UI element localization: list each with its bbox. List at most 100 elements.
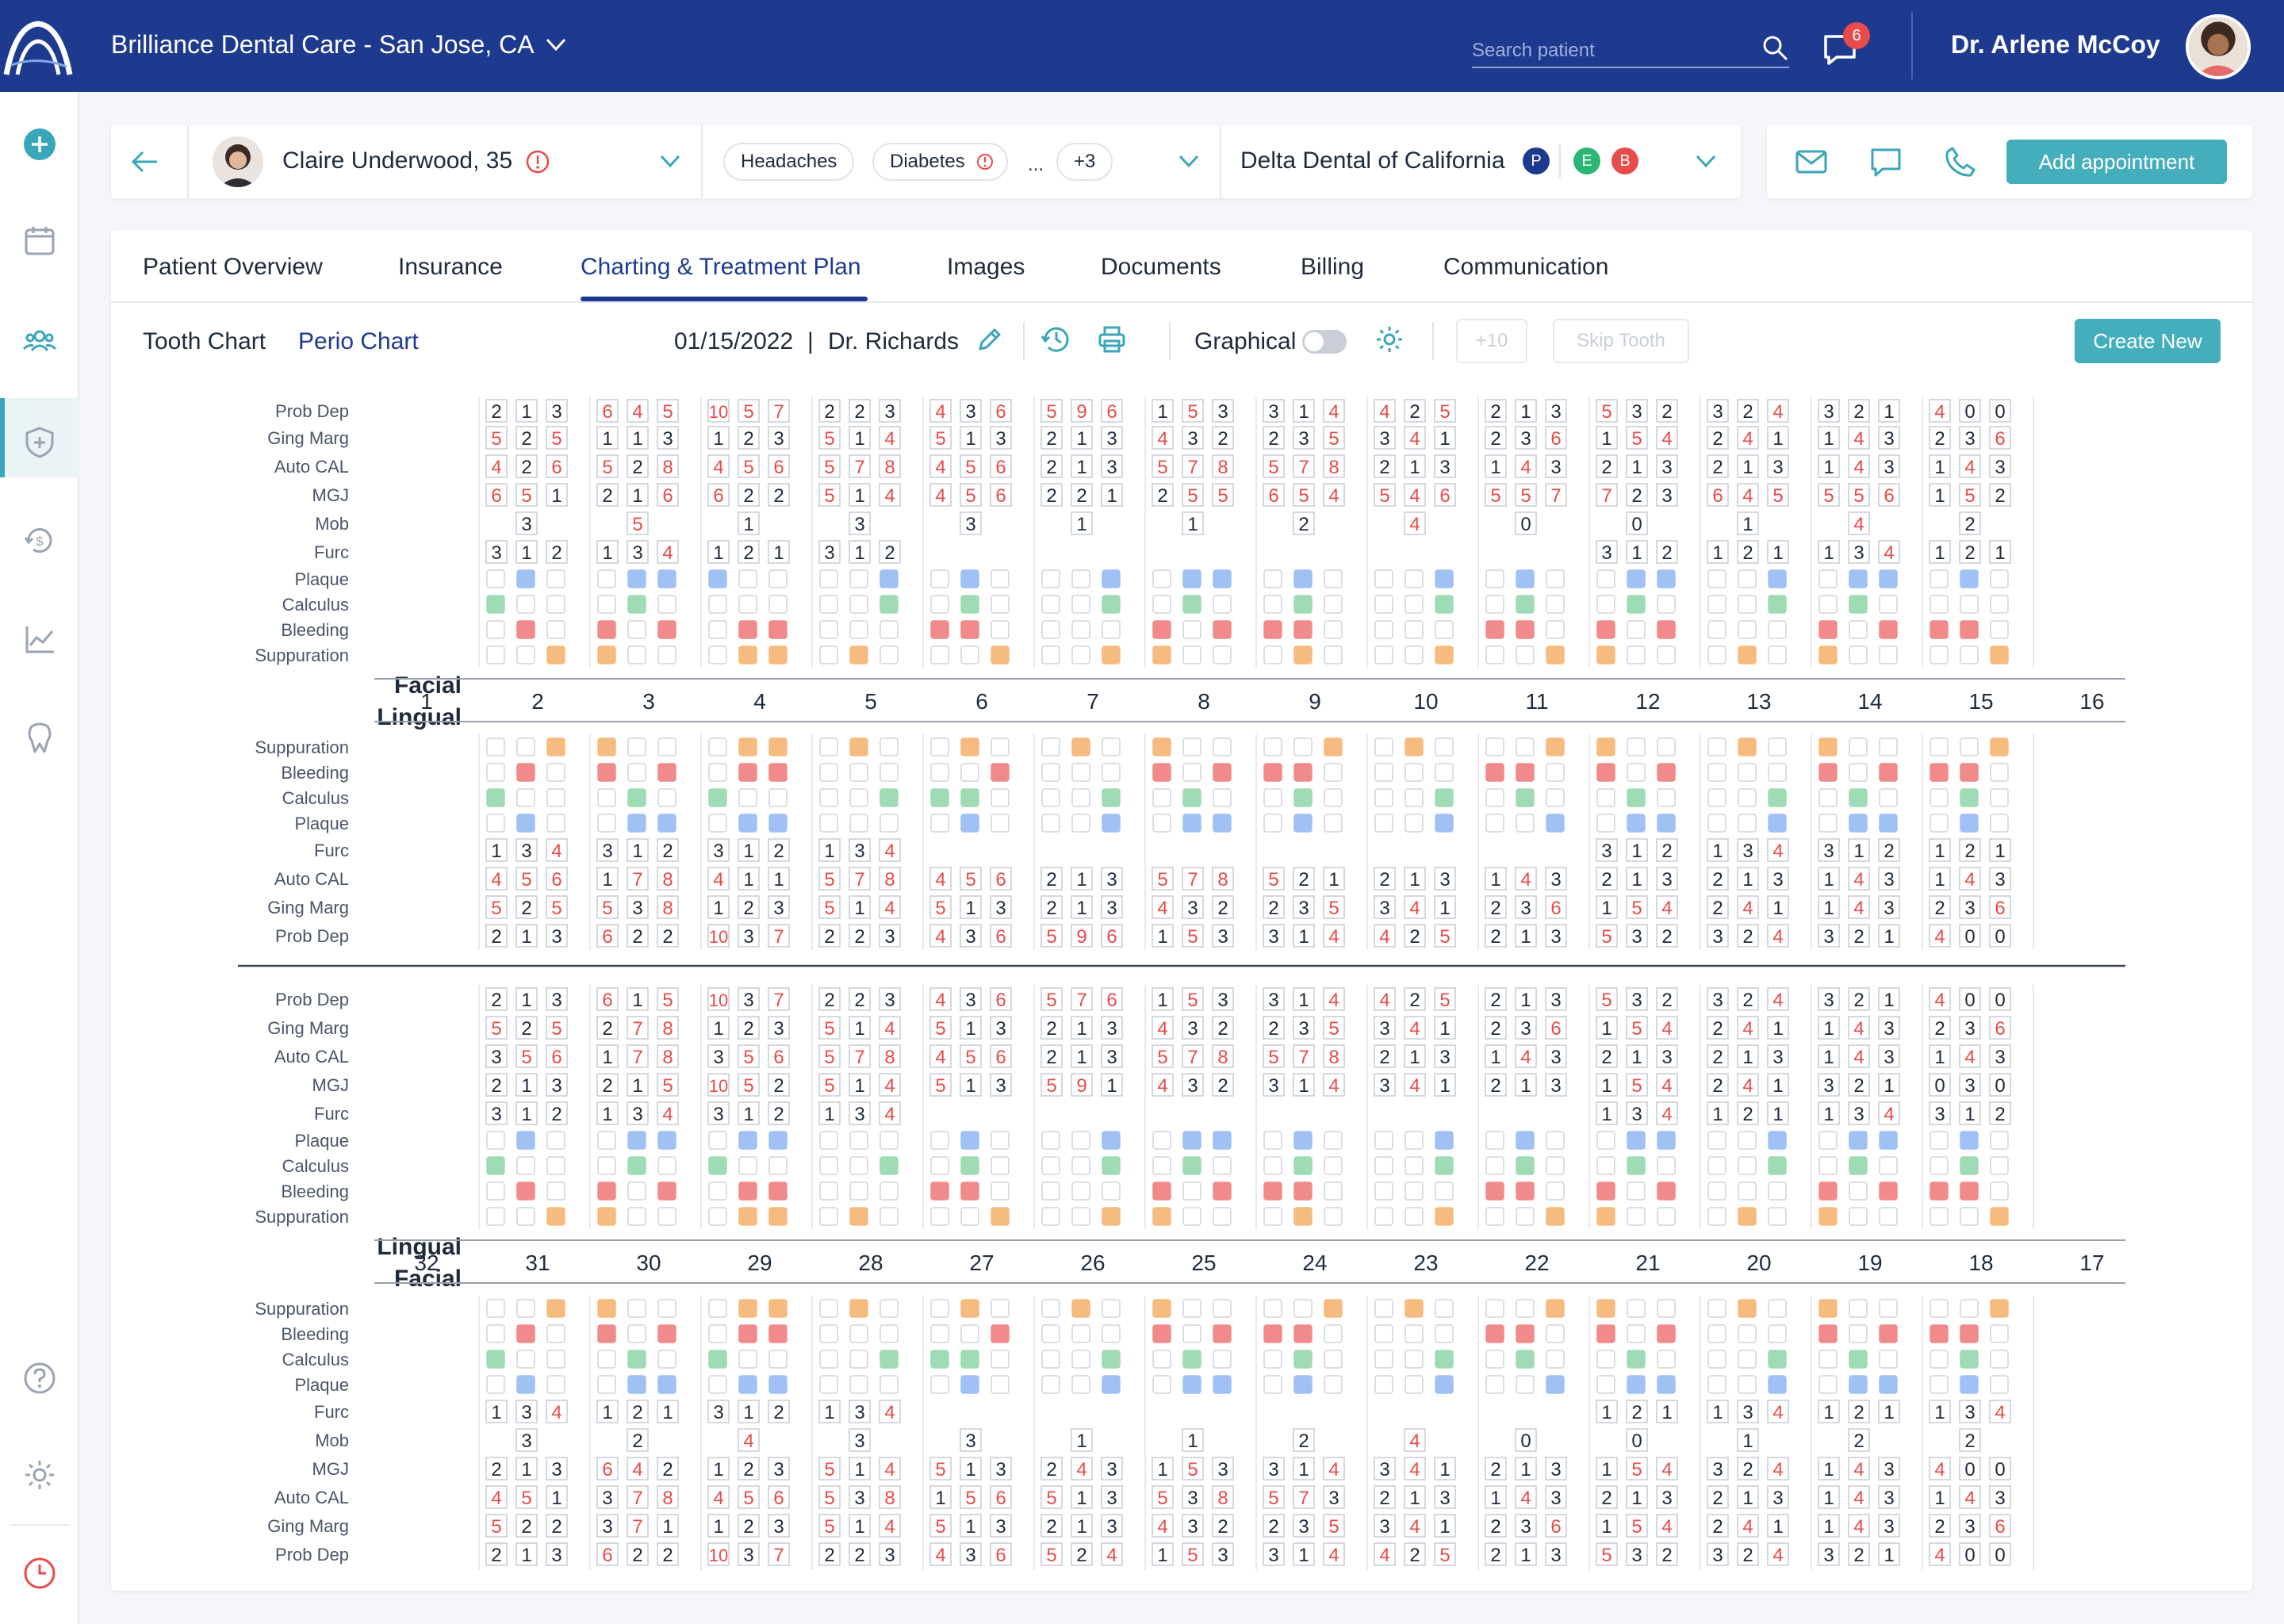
furc-cell-box[interactable] (1737, 838, 1759, 862)
furc-cell-box[interactable] (738, 1400, 760, 1423)
bleeding-indicator[interactable] (1657, 1182, 1676, 1201)
bleeding-indicator[interactable] (597, 620, 616, 639)
tab-communication[interactable]: Communication (1443, 254, 1609, 280)
calculus-indicator[interactable] (1405, 595, 1424, 614)
plaque-indicator[interactable] (627, 1375, 646, 1394)
prob-cell-box[interactable] (485, 987, 508, 1011)
mgj-cell-box[interactable] (627, 1457, 649, 1480)
bleeding-indicator[interactable] (486, 1182, 505, 1201)
prob-cell-box[interactable] (1071, 399, 1093, 423)
cal-cell-box[interactable] (879, 1044, 901, 1068)
suppuration-indicator[interactable] (1879, 1299, 1898, 1318)
plaque-indicator[interactable] (516, 1131, 535, 1150)
furc-cell-box[interactable] (1767, 838, 1789, 862)
cal-cell-box[interactable] (596, 867, 619, 891)
mgj-cell-box[interactable] (1293, 1457, 1315, 1480)
prob-cell-box[interactable] (657, 987, 679, 1011)
reports-chart-icon[interactable] (22, 622, 57, 657)
plaque-indicator[interactable] (1849, 1131, 1868, 1150)
furc-cell-box[interactable] (546, 540, 568, 564)
plaque-indicator[interactable] (1152, 1131, 1171, 1150)
prob-cell-box[interactable] (849, 399, 871, 423)
suppuration-indicator[interactable] (1263, 737, 1282, 756)
cal-cell-box[interactable] (1374, 1485, 1396, 1509)
mob-cell-box[interactable] (1737, 1428, 1759, 1452)
calculus-indicator[interactable] (1152, 1350, 1171, 1369)
plaque-indicator[interactable] (738, 814, 757, 833)
furc-cell-box[interactable] (738, 540, 760, 564)
suppuration-indicator[interactable] (657, 645, 676, 665)
tab-images[interactable]: Images (947, 254, 1025, 280)
plaque-indicator[interactable] (738, 1375, 757, 1394)
ging-cell-box[interactable] (1485, 426, 1507, 450)
furc-cell-box[interactable] (1818, 838, 1840, 862)
bleeding-indicator[interactable] (486, 1324, 505, 1343)
prob-cell-box[interactable] (818, 924, 841, 948)
mgj-cell-box[interactable] (1929, 1457, 1951, 1480)
suppuration-indicator[interactable] (1435, 645, 1454, 665)
tab-documents[interactable]: Documents (1101, 254, 1221, 280)
mgj-cell-box[interactable] (1545, 483, 1567, 507)
prob-cell-box[interactable] (1263, 924, 1285, 948)
plaque-indicator[interactable] (1596, 1375, 1615, 1394)
ging-cell-box[interactable] (1182, 895, 1204, 919)
cal-cell-box[interactable] (768, 454, 790, 478)
cal-cell-box[interactable] (1071, 867, 1093, 891)
mob-cell-box[interactable] (1071, 1428, 1093, 1452)
prob-cell-box[interactable] (1929, 987, 1951, 1011)
suppuration-indicator[interactable] (1627, 645, 1646, 665)
suppuration-indicator[interactable] (1627, 1207, 1646, 1226)
furc-cell-box[interactable] (1656, 540, 1678, 564)
suppuration-indicator[interactable] (1374, 1299, 1393, 1318)
prob-cell-box[interactable] (1848, 1542, 1870, 1566)
bleeding-indicator[interactable] (819, 1182, 838, 1201)
calculus-indicator[interactable] (1263, 788, 1282, 807)
calculus-indicator[interactable] (1182, 1156, 1201, 1175)
ging-cell-box[interactable] (1323, 895, 1345, 919)
bleeding-indicator[interactable] (597, 1324, 616, 1343)
calculus-indicator[interactable] (1041, 1156, 1060, 1175)
mgj-cell-box[interactable] (1767, 1457, 1789, 1480)
mgj-cell-box[interactable] (1989, 483, 2011, 507)
mgj-cell-box[interactable] (1848, 1073, 1870, 1097)
bleeding-indicator[interactable] (960, 763, 979, 782)
ging-cell-box[interactable] (1656, 426, 1678, 450)
prob-cell-box[interactable] (1485, 399, 1507, 423)
phone-icon[interactable] (1943, 144, 1978, 179)
plaque-indicator[interactable] (1213, 1375, 1232, 1394)
bleeding-indicator[interactable] (1657, 1324, 1676, 1343)
prob-cell-box[interactable] (515, 987, 538, 1011)
calculus-indicator[interactable] (819, 1350, 838, 1369)
ging-cell-box[interactable] (515, 895, 538, 919)
prob-cell-box[interactable] (1040, 987, 1063, 1011)
plaque-indicator[interactable] (1293, 569, 1313, 588)
suppuration-indicator[interactable] (1182, 645, 1201, 665)
suppuration-indicator[interactable] (1960, 1299, 1979, 1318)
prob-cell-box[interactable] (738, 987, 760, 1011)
prob-cell-box[interactable] (1818, 924, 1840, 948)
bleeding-indicator[interactable] (768, 1324, 788, 1343)
bleeding-indicator[interactable] (738, 620, 757, 639)
plaque-indicator[interactable] (1213, 1131, 1232, 1150)
prob-cell-box[interactable] (1485, 1542, 1507, 1566)
plaque-indicator[interactable] (1071, 1375, 1090, 1394)
ging-cell-box[interactable] (1263, 895, 1285, 919)
cal-cell-box[interactable] (1434, 1485, 1456, 1509)
suppuration-indicator[interactable] (708, 645, 727, 665)
bleeding-indicator[interactable] (1405, 1182, 1424, 1201)
plaque-indicator[interactable] (1546, 814, 1565, 833)
ging-cell-box[interactable] (1263, 1514, 1285, 1538)
calculus-indicator[interactable] (1182, 595, 1201, 614)
prob-cell-box[interactable] (1515, 1542, 1537, 1566)
plaque-indicator[interactable] (1657, 1131, 1676, 1150)
ging-cell-box[interactable] (818, 426, 841, 450)
suppuration-indicator[interactable] (930, 1299, 949, 1318)
bleeding-indicator[interactable] (708, 1182, 727, 1201)
add-appointment-button[interactable]: Add appointment (2006, 140, 2227, 184)
plaque-indicator[interactable] (1879, 1375, 1898, 1394)
more-conditions-chip[interactable]: +3 (1056, 143, 1113, 181)
furc-cell-box[interactable] (1737, 1400, 1759, 1423)
ging-cell-box[interactable] (1818, 1514, 1840, 1538)
plaque-indicator[interactable] (1990, 569, 2009, 588)
prob-cell-box[interactable] (1182, 1542, 1204, 1566)
